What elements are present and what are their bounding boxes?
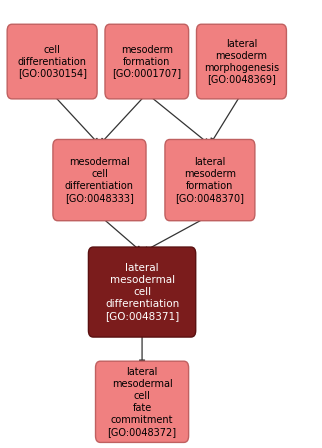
FancyBboxPatch shape [89, 247, 196, 337]
FancyBboxPatch shape [7, 24, 97, 99]
FancyBboxPatch shape [53, 139, 146, 221]
Text: lateral
mesodermal
cell
differentiation
[GO:0048371]: lateral mesodermal cell differentiation … [105, 263, 179, 321]
Text: cell
differentiation
[GO:0030154]: cell differentiation [GO:0030154] [18, 44, 87, 78]
FancyBboxPatch shape [196, 24, 287, 99]
Text: mesoderm
formation
[GO:0001707]: mesoderm formation [GO:0001707] [112, 44, 181, 78]
Text: lateral
mesoderm
morphogenesis
[GO:0048369]: lateral mesoderm morphogenesis [GO:00483… [204, 39, 279, 85]
FancyBboxPatch shape [96, 361, 189, 443]
FancyBboxPatch shape [165, 139, 255, 221]
Text: mesodermal
cell
differentiation
[GO:0048333]: mesodermal cell differentiation [GO:0048… [65, 157, 134, 203]
Text: lateral
mesodermal
cell
fate
commitment
[GO:0048372]: lateral mesodermal cell fate commitment … [108, 367, 177, 437]
Text: lateral
mesoderm
formation
[GO:0048370]: lateral mesoderm formation [GO:0048370] [175, 157, 244, 203]
FancyBboxPatch shape [105, 24, 189, 99]
